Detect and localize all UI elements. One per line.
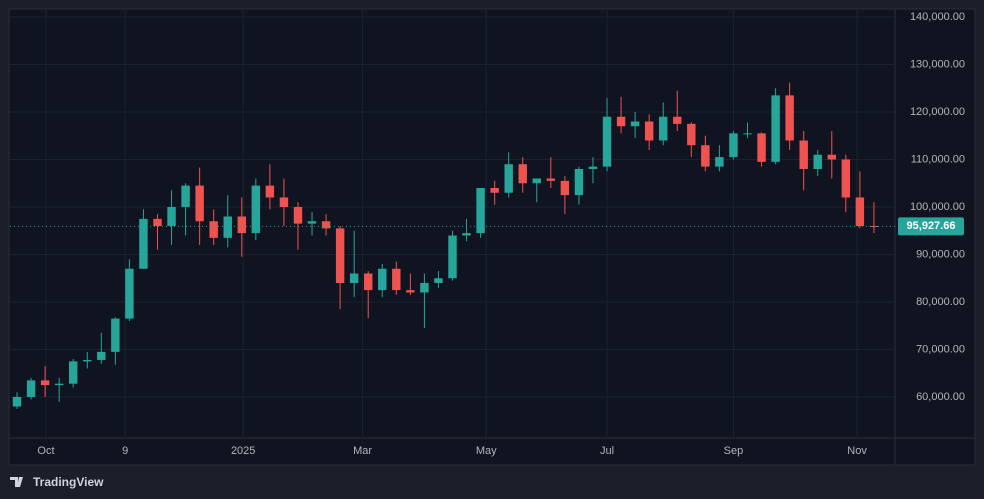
- candle-body: [602, 116, 612, 167]
- candle-body: [785, 95, 794, 141]
- candle-body: [181, 185, 190, 207]
- candle-body: [392, 268, 401, 291]
- candle-body: [349, 273, 359, 283]
- candle-body: [279, 197, 289, 207]
- candle-body: [307, 221, 317, 224]
- candle-body: [630, 121, 640, 127]
- candle-body: [490, 187, 499, 193]
- candle-body: [321, 221, 331, 229]
- x-tick-label: 9: [122, 445, 128, 457]
- chart-panel: [8, 8, 976, 466]
- candle-body: [813, 154, 822, 169]
- y-tick-label: 60,000.00: [916, 391, 965, 403]
- candle-body: [743, 133, 752, 135]
- candle-body: [504, 164, 513, 193]
- candle-body: [616, 116, 626, 127]
- candle-body: [265, 185, 275, 198]
- candle-body: [462, 233, 471, 236]
- last-price-tag: [898, 217, 964, 236]
- candle-body: [841, 159, 851, 198]
- candle-body: [209, 221, 218, 238]
- candle-body: [448, 235, 457, 279]
- candle-body: [167, 206, 176, 226]
- candle-body: [237, 216, 246, 234]
- candle-body: [715, 157, 724, 167]
- candle-body: [111, 318, 120, 352]
- y-tick-label: 100,000.00: [910, 201, 965, 213]
- candle-body: [97, 351, 106, 360]
- candle-body: [406, 290, 415, 293]
- last-price-label: 95,927.66: [907, 220, 956, 232]
- candle-body: [729, 133, 738, 158]
- logo: TradingView: [10, 475, 104, 489]
- candle-body: [26, 380, 36, 398]
- candle-body: [378, 268, 387, 291]
- candle-body: [434, 278, 443, 283]
- candle-body: [771, 95, 780, 162]
- y-tick-label: 120,000.00: [910, 106, 965, 118]
- y-tick-label: 130,000.00: [910, 58, 965, 70]
- candle-body: [687, 123, 696, 146]
- candle-body: [869, 225, 879, 227]
- x-tick-label: 2025: [231, 445, 255, 457]
- candle-body: [125, 268, 134, 319]
- y-tick-label: 140,000.00: [910, 11, 965, 23]
- x-tick-label: Sep: [724, 445, 744, 457]
- candle-body: [40, 380, 50, 386]
- candle-body: [83, 359, 92, 362]
- candle-body: [12, 397, 22, 407]
- candle-body: [518, 164, 527, 184]
- candle-body: [251, 185, 261, 234]
- candle-body: [139, 218, 148, 269]
- candle-body: [757, 133, 766, 162]
- candle-body: [659, 116, 668, 141]
- candle-body: [827, 154, 836, 160]
- candle-body: [532, 178, 541, 184]
- candle-body: [195, 185, 204, 222]
- candle-body: [588, 166, 598, 169]
- candle-body: [574, 168, 584, 196]
- candle-body: [153, 218, 162, 226]
- candle-body: [54, 383, 64, 386]
- candle-body: [546, 178, 556, 181]
- candle-body: [855, 197, 865, 226]
- y-tick-label: 110,000.00: [911, 153, 965, 165]
- candle-body: [420, 282, 429, 293]
- candle-body: [69, 361, 78, 384]
- candle-body: [799, 140, 808, 169]
- y-tick-label: 70,000.00: [916, 343, 965, 355]
- candle-body: [335, 228, 345, 283]
- logo-icon: [10, 477, 23, 487]
- candle-body: [293, 206, 303, 224]
- x-tick-label: Mar: [353, 445, 372, 457]
- candle-body: [223, 216, 232, 238]
- candle-body: [476, 187, 485, 234]
- y-tick-label: 90,000.00: [916, 248, 965, 260]
- candle-body: [701, 145, 710, 167]
- candle-body: [673, 116, 682, 124]
- x-tick-label: Nov: [847, 445, 867, 457]
- candle-body: [560, 180, 570, 196]
- y-tick-label: 80,000.00: [916, 296, 965, 308]
- x-tick-label: Jul: [600, 445, 614, 457]
- candle-body: [364, 273, 373, 291]
- x-tick-label: Oct: [37, 445, 54, 457]
- brand-text: TradingView: [33, 475, 104, 489]
- candle-body: [644, 121, 654, 141]
- x-tick-label: May: [476, 445, 497, 457]
